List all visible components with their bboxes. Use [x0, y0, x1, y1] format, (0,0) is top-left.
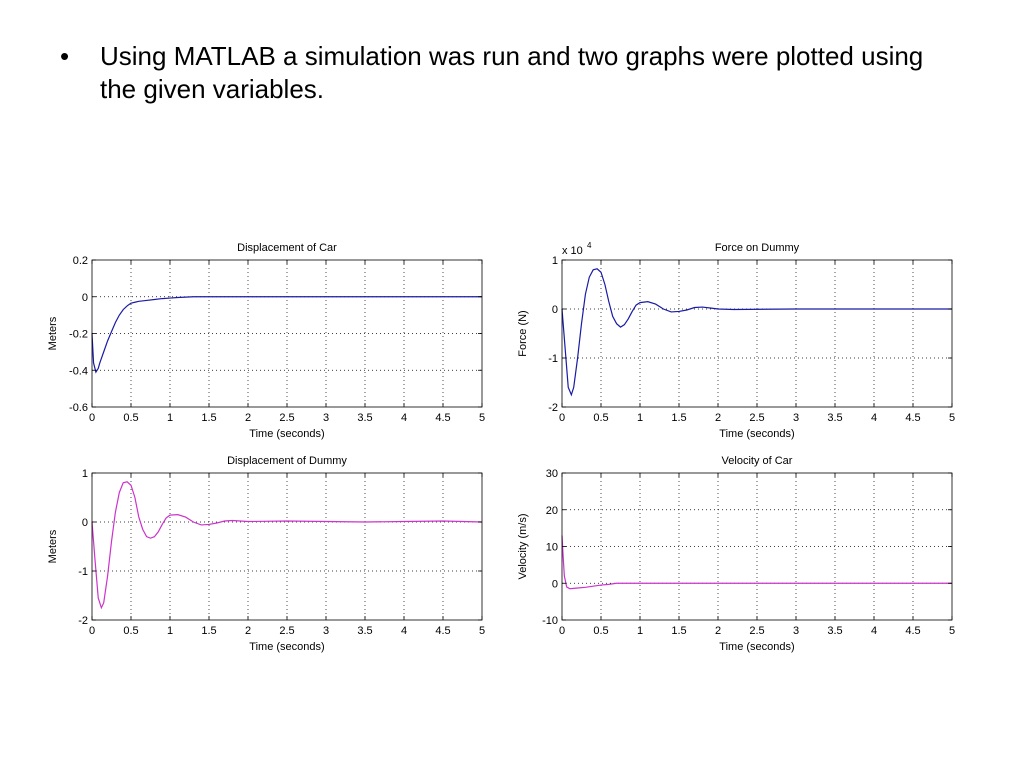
x-tick-label: 0.5 — [593, 412, 608, 424]
y-tick-label: -0.6 — [69, 402, 88, 414]
x-tick-label: 4.5 — [435, 625, 450, 637]
x-tick-label: 3.5 — [827, 625, 842, 637]
y-tick-label: 0.2 — [73, 255, 88, 267]
x-tick-label: 3 — [323, 625, 329, 637]
x-tick-label: 0.5 — [593, 625, 608, 637]
y-tick-label: 30 — [546, 468, 558, 480]
x-tick-label: 4 — [871, 625, 877, 637]
y-axis-label: Meters — [47, 529, 59, 563]
x-tick-label: 0 — [89, 412, 95, 424]
x-tick-label: 3 — [323, 412, 329, 424]
chart-velocity-of-car: 0 0.5 1 1.5 2 2.5 3 3.5 4 4.5 5-100102030Velocity … — [517, 455, 955, 653]
x-tick-label: 0.5 — [123, 412, 138, 424]
x-tick-label: 5 — [949, 625, 955, 637]
y-tick-label: 10 — [546, 542, 558, 554]
bullet-text: Using MATLAB a simulation was run and tw… — [100, 41, 924, 104]
slide-bullet: • Using MATLAB a simulation was run and … — [60, 40, 960, 106]
y-tick-label: -1 — [78, 566, 88, 578]
y-tick-label: 1 — [82, 468, 88, 480]
x-axis-label: Time (seconds) — [719, 641, 794, 653]
x-tick-label: 3.5 — [357, 412, 372, 424]
series-line-0 — [561, 268, 952, 397]
x-tick-label: 5 — [479, 412, 485, 424]
y-tick-label: -1 — [548, 353, 558, 365]
x-tick-label: 2.5 — [749, 412, 764, 424]
chart-title: Displacement of Car — [237, 242, 337, 254]
x-tick-label: 3.5 — [357, 625, 372, 637]
x-tick-label: 1 — [637, 625, 643, 637]
x-tick-label: 2.5 — [749, 625, 764, 637]
x-tick-label: 1.5 — [201, 412, 216, 424]
x-tick-label: 1 — [167, 625, 173, 637]
x-tick-label: 3 — [793, 625, 799, 637]
chart-title: Force on Dummy — [715, 242, 800, 254]
chart-title: Displacement of Dummy — [227, 455, 347, 467]
y-tick-label: 0 — [552, 304, 558, 316]
x-tick-label: 2.5 — [279, 625, 294, 637]
bullet-marker: • — [60, 41, 70, 71]
x-tick-label: 4 — [871, 412, 877, 424]
x-axis-label: Time (seconds) — [249, 428, 324, 440]
x-tick-label: 2 — [245, 625, 251, 637]
x-tick-label: 3 — [793, 412, 799, 424]
x-tick-label: 0.5 — [123, 625, 138, 637]
y-tick-label: 0 — [82, 292, 88, 304]
x-tick-label: 4.5 — [435, 412, 450, 424]
x-tick-label: 4.5 — [905, 625, 920, 637]
x-axis-label: Time (seconds) — [719, 428, 794, 440]
x-tick-label: 2 — [715, 412, 721, 424]
x-tick-label: 4 — [401, 625, 407, 637]
y-tick-label: -10 — [542, 615, 558, 627]
x-tick-label: 4.5 — [905, 412, 920, 424]
x-tick-label: 5 — [949, 412, 955, 424]
x-tick-label: 0 — [559, 625, 565, 637]
y-tick-label: -2 — [78, 615, 88, 627]
y-axis-label: Velocity (m/s) — [517, 513, 529, 579]
x-tick-label: 1.5 — [201, 625, 216, 637]
y-tick-label: -2 — [548, 402, 558, 414]
axis-exponent-power: 4 — [587, 241, 592, 250]
y-tick-label: 0 — [82, 517, 88, 529]
x-tick-label: 0 — [559, 412, 565, 424]
chart-force-on-dummy: 0 0.5 1 1.5 2 2.5 3 3.5 4 4.5 5 -2 -1 0 1 Force on Dumm… — [517, 241, 955, 440]
x-tick-label: 2.5 — [279, 412, 294, 424]
x-tick-label: 1 — [637, 412, 643, 424]
y-tick-label: -0.4 — [69, 365, 88, 377]
y-tick-label: 0 — [552, 578, 558, 590]
y-tick-label: -0.2 — [69, 329, 88, 341]
x-tick-label: 5 — [479, 625, 485, 637]
series-line-0 — [91, 481, 483, 610]
x-tick-label: 2 — [245, 412, 251, 424]
y-axis-label: Force (N) — [517, 310, 529, 356]
chart-title: Velocity of Car — [722, 455, 793, 467]
series-line-0 — [91, 296, 482, 374]
x-tick-label: 3.5 — [827, 412, 842, 424]
x-tick-label: 1.5 — [671, 625, 686, 637]
y-tick-label: 1 — [552, 255, 558, 267]
chart-displacement-of-car: 0 0.5 1 1.5 2 2.5 3 3.5 4 4.5 5 -0.6 -0.4 -0.2 0 0.2 Dis… — [47, 242, 485, 440]
series-line-0 — [561, 535, 952, 590]
x-tick-label: 1 — [167, 412, 173, 424]
x-tick-label: 2 — [715, 625, 721, 637]
x-tick-label: 0 — [89, 625, 95, 637]
axis-exponent-label: x 10 — [562, 245, 583, 257]
chart-displacement-of-dummy: 0 0.5 1 1.5 2 2.5 3 3.5 4 4.5 5 -2 -1 0 1 Displacement … — [47, 455, 485, 653]
y-axis-label: Meters — [47, 316, 59, 350]
x-tick-label: 4 — [401, 412, 407, 424]
y-tick-label: 20 — [546, 505, 558, 517]
x-tick-label: 1.5 — [671, 412, 686, 424]
x-axis-label: Time (seconds) — [249, 641, 324, 653]
